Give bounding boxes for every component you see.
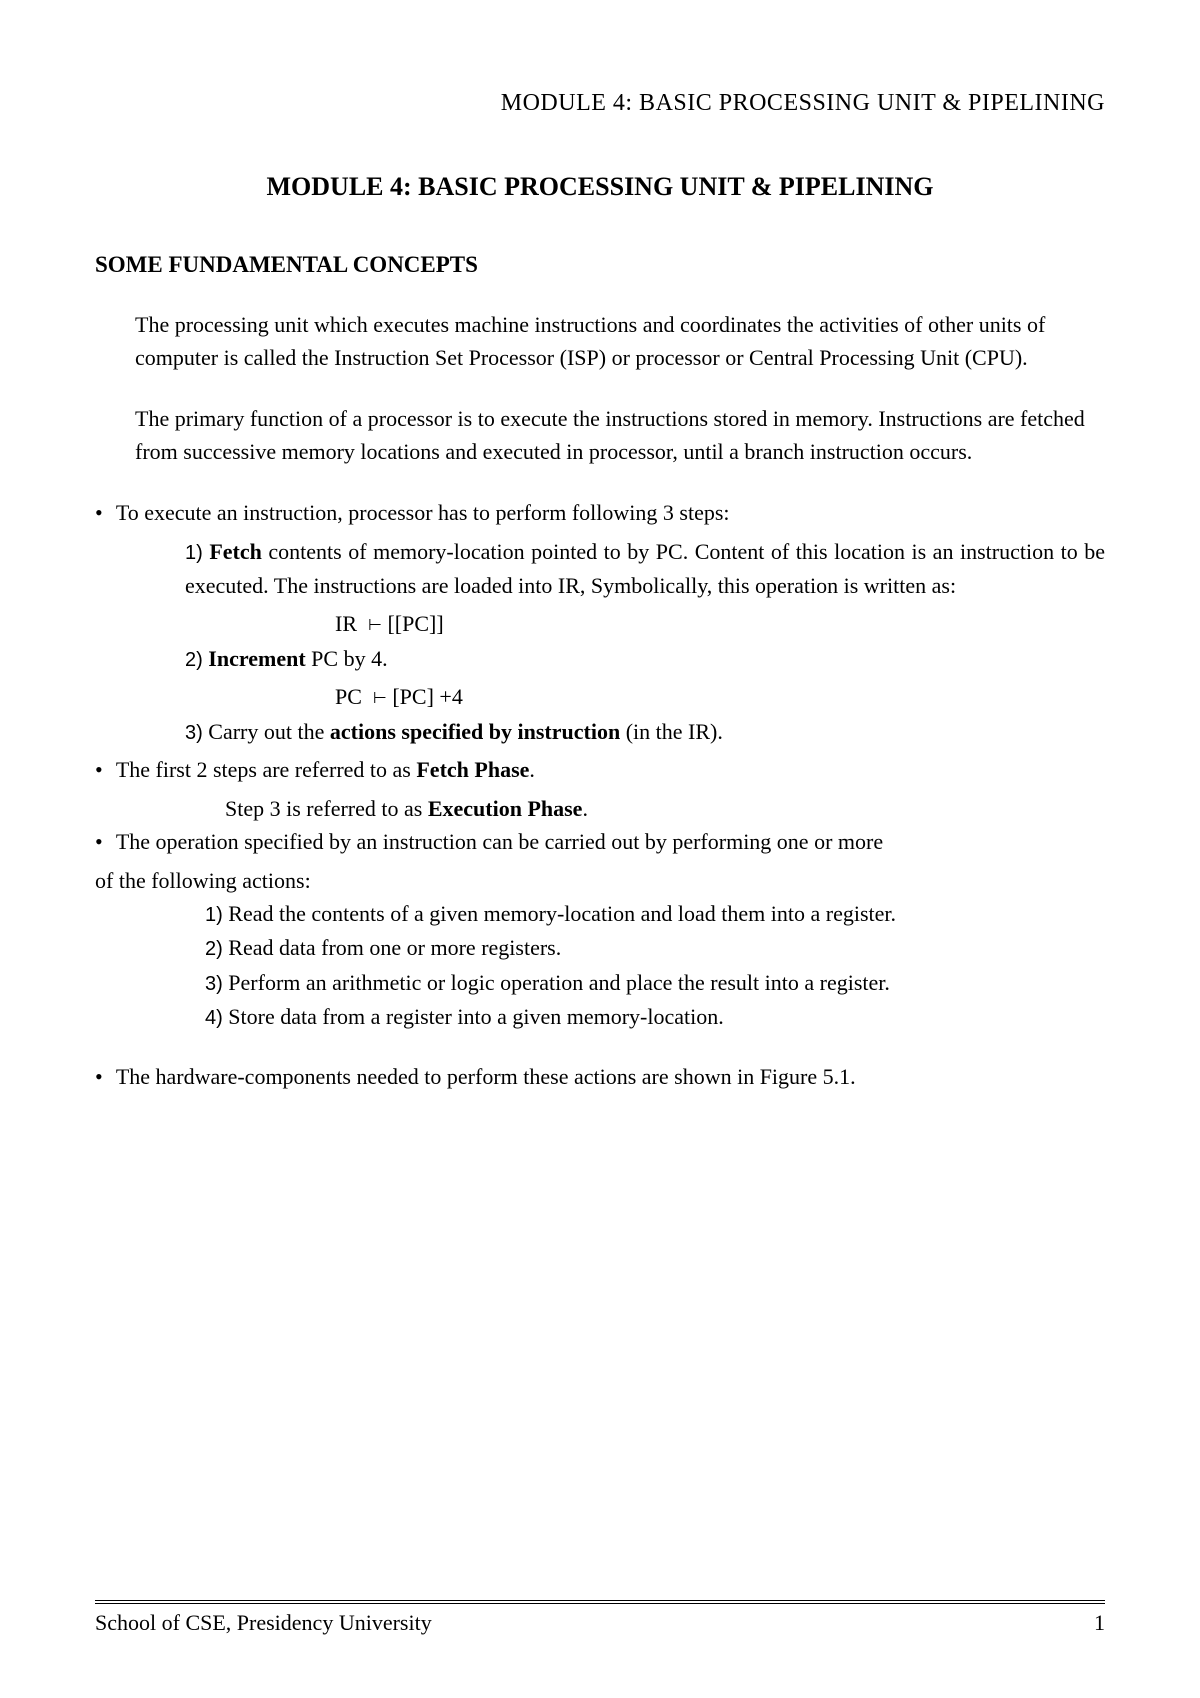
exec-phase-bold: Execution Phase <box>428 796 583 821</box>
footer-left: School of CSE, Presidency University <box>95 1610 432 1636</box>
step-1-number: 1) <box>185 542 203 564</box>
bullet-hardware: The hardware-components needed to perfor… <box>95 1060 1105 1093</box>
fetch-phase-post: . <box>529 757 535 782</box>
main-title: MODULE 4: BASIC PROCESSING UNIT & PIPELI… <box>95 172 1105 202</box>
step-3-bold: actions specified by instruction <box>330 719 620 744</box>
running-title: MODULE 4: BASIC PROCESSING UNIT & PIPELI… <box>501 90 1105 116</box>
bullet-fetch-phase: The first 2 steps are referred to as Fet… <box>95 753 1105 786</box>
page-number: 1 <box>1094 1610 1105 1636</box>
step-3-pre: Carry out the <box>208 719 330 744</box>
action-2-text: Read data from one or more registers. <box>223 935 561 960</box>
action-4-number: 4) <box>205 1007 223 1029</box>
assign-arrow-icon: ⊢ <box>373 690 387 707</box>
bullet-ops-line2: of the following actions: <box>95 868 311 893</box>
step-2-text: PC by 4. <box>306 646 388 671</box>
formula-1-lhs: IR <box>335 611 357 636</box>
exec-phase-pre: Step 3 is referred to as <box>225 796 428 821</box>
step-1-formula: IR ⊢ [[PC]] <box>335 607 1105 640</box>
action-1: 1) Read the contents of a given memory-l… <box>205 897 1105 931</box>
action-2: 2) Read data from one or more registers. <box>205 931 1105 965</box>
bullet-steps-intro: To execute an instruction, processor has… <box>95 496 1105 529</box>
action-4-text: Store data from a register into a given … <box>223 1004 724 1029</box>
footer-rule <box>95 1600 1105 1606</box>
footer-text-row: School of CSE, Presidency University 1 <box>95 1610 1105 1636</box>
bullet-ops-line2-wrap: of the following actions: <box>95 864 1105 897</box>
page-footer: School of CSE, Presidency University 1 <box>95 1600 1105 1636</box>
bullet-steps-intro-text: To execute an instruction, processor has… <box>116 500 730 525</box>
action-1-text: Read the contents of a given memory-loca… <box>223 901 896 926</box>
assign-arrow-icon: ⊢ <box>368 617 382 634</box>
action-1-number: 1) <box>205 904 223 926</box>
formula-1-rhs: [[PC]] <box>387 611 443 636</box>
exec-phase-line: Step 3 is referred to as Execution Phase… <box>225 792 1105 825</box>
step-3-number: 3) <box>185 722 203 744</box>
step-3-post: (in the IR). <box>620 719 723 744</box>
exec-phase-post: . <box>582 796 588 821</box>
action-2-number: 2) <box>205 938 223 960</box>
running-header: MODULE 4: BASIC PROCESSING UNIT & PIPELI… <box>95 90 1105 117</box>
paragraph-1: The processing unit which executes machi… <box>135 308 1105 374</box>
step-2-bold: Increment <box>208 646 305 671</box>
step-1-bold: Fetch <box>209 539 262 564</box>
step-1: 1) Fetch contents of memory-location poi… <box>185 535 1105 603</box>
formula-2-rhs: [PC] +4 <box>392 684 462 709</box>
action-3: 3) Perform an arithmetic or logic operat… <box>205 966 1105 1000</box>
actions-list: 1) Read the contents of a given memory-l… <box>205 897 1105 1033</box>
action-3-text: Perform an arithmetic or logic operation… <box>223 970 890 995</box>
bullet-operations: The operation specified by an instructio… <box>95 825 1105 858</box>
step-2-number: 2) <box>185 649 203 671</box>
bullet-ops-line1: The operation specified by an instructio… <box>116 829 883 854</box>
step-3: 3) Carry out the actions specified by in… <box>185 715 1105 749</box>
step-2-formula: PC ⊢ [PC] +4 <box>335 680 1105 713</box>
fetch-phase-bold: Fetch Phase <box>416 757 529 782</box>
formula-2-lhs: PC <box>335 684 362 709</box>
section-heading: SOME FUNDAMENTAL CONCEPTS <box>95 252 1105 278</box>
bullet-hardware-text: The hardware-components needed to perfor… <box>116 1064 856 1089</box>
paragraph-2: The primary function of a processor is t… <box>135 402 1105 468</box>
steps-list: 1) Fetch contents of memory-location poi… <box>185 535 1105 749</box>
action-3-number: 3) <box>205 973 223 995</box>
action-4: 4) Store data from a register into a giv… <box>205 1000 1105 1034</box>
fetch-phase-pre: The first 2 steps are referred to as <box>116 757 417 782</box>
step-2: 2) Increment PC by 4. <box>185 642 1105 676</box>
step-1-text: contents of memory-location pointed to b… <box>185 539 1105 598</box>
